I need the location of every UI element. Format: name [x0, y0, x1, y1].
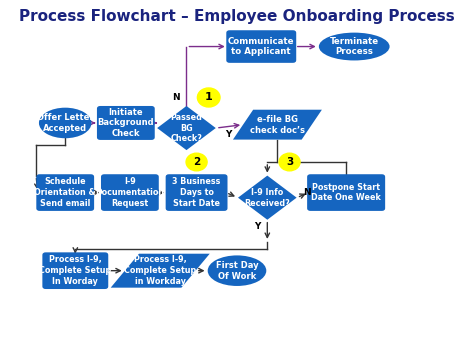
Text: Process Flowchart – Employee Onboarding Process: Process Flowchart – Employee Onboarding … [19, 9, 455, 24]
Text: I-9
Documentation
Request: I-9 Documentation Request [95, 177, 164, 208]
Text: 1: 1 [205, 92, 212, 103]
Text: Y: Y [254, 222, 260, 231]
Text: Communicate
to Applicant: Communicate to Applicant [228, 37, 294, 56]
Text: Y: Y [225, 130, 231, 139]
Text: N: N [173, 93, 180, 102]
Text: First Day
Of Work: First Day Of Work [216, 261, 258, 281]
Text: 2: 2 [193, 157, 200, 167]
Polygon shape [111, 254, 210, 288]
FancyBboxPatch shape [101, 174, 159, 211]
Circle shape [279, 153, 300, 171]
FancyBboxPatch shape [307, 174, 385, 211]
Text: e-file BG
check doc’s: e-file BG check doc’s [250, 115, 305, 135]
Ellipse shape [319, 33, 390, 60]
FancyBboxPatch shape [165, 174, 228, 211]
Text: Offer Letter
Accepted: Offer Letter Accepted [37, 113, 93, 133]
Text: Process I-9,
Complete Setup
in Workday: Process I-9, Complete Setup in Workday [124, 255, 196, 286]
Ellipse shape [39, 108, 91, 138]
Circle shape [197, 88, 220, 107]
FancyBboxPatch shape [226, 30, 296, 63]
Text: Terminate
Process: Terminate Process [329, 37, 379, 56]
FancyBboxPatch shape [42, 252, 108, 289]
Text: N: N [303, 188, 311, 197]
Polygon shape [157, 106, 216, 150]
Polygon shape [238, 176, 297, 220]
Ellipse shape [208, 255, 266, 286]
FancyBboxPatch shape [97, 106, 155, 140]
Circle shape [186, 153, 207, 171]
FancyBboxPatch shape [36, 174, 94, 211]
Polygon shape [233, 110, 322, 139]
Text: 3: 3 [286, 157, 293, 167]
Text: I-9 Info
Received?: I-9 Info Received? [245, 188, 290, 208]
Text: Passed
BG
Check?: Passed BG Check? [171, 113, 202, 143]
Text: Initiate
Background
Check: Initiate Background Check [98, 108, 154, 138]
Text: Process I-9,
Complete Setup
In Worday: Process I-9, Complete Setup In Worday [39, 255, 111, 286]
Text: Schedule
Orientation &
Send email: Schedule Orientation & Send email [35, 177, 96, 208]
Text: Postpone Start
Date One Week: Postpone Start Date One Week [311, 183, 381, 203]
Text: 3 Business
Days to
Start Date: 3 Business Days to Start Date [173, 177, 221, 208]
